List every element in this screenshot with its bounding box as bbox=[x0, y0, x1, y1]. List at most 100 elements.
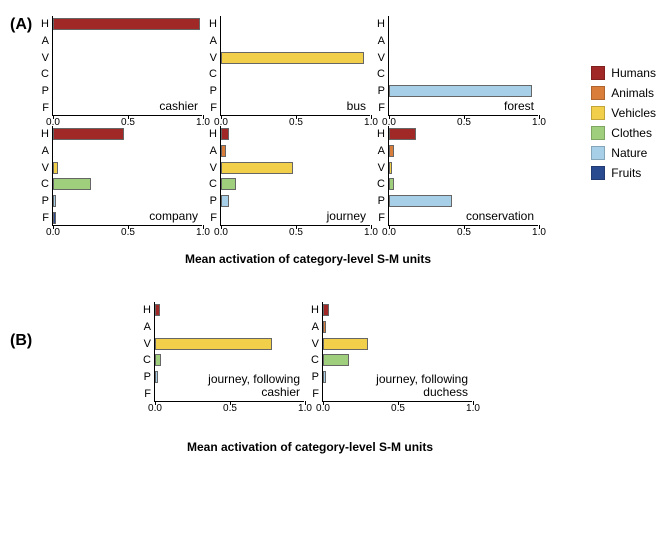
legend-label: Humans bbox=[611, 66, 656, 80]
legend-swatch bbox=[591, 106, 605, 120]
category-row: P bbox=[389, 84, 538, 98]
category-row: A bbox=[221, 34, 370, 48]
section-a: HAVCPFcashier0.00.51.0HAVCPFbus0.00.51.0… bbox=[38, 16, 578, 266]
bar bbox=[323, 304, 329, 316]
category-row: H bbox=[221, 17, 370, 31]
category-row: V bbox=[155, 337, 304, 351]
category-row: C bbox=[389, 67, 538, 81]
category-row: V bbox=[389, 51, 538, 65]
y-tick-label: C bbox=[41, 177, 53, 191]
legend-label: Nature bbox=[611, 146, 647, 160]
bar bbox=[155, 354, 161, 366]
y-tick-label: C bbox=[377, 177, 389, 191]
category-row: C bbox=[221, 67, 370, 81]
category-row: A bbox=[155, 320, 304, 334]
y-tick-label: A bbox=[378, 34, 389, 48]
category-row: C bbox=[53, 67, 202, 81]
grid-a: HAVCPFcashier0.00.51.0HAVCPFbus0.00.51.0… bbox=[38, 16, 578, 226]
category-row: P bbox=[221, 194, 370, 208]
bar bbox=[221, 145, 226, 157]
category-row: V bbox=[221, 51, 370, 65]
chart: HAVCPFjourney0.00.51.0 bbox=[206, 126, 356, 226]
legend-item: Humans bbox=[591, 66, 656, 80]
x-tick-label: 1.0 bbox=[466, 401, 480, 414]
chart: HAVCPFforest0.00.51.0 bbox=[374, 16, 524, 116]
chart-title: conservation bbox=[466, 210, 534, 223]
bar bbox=[323, 338, 368, 350]
y-tick-label: C bbox=[143, 353, 155, 367]
chart: HAVCPFcashier0.00.51.0 bbox=[38, 16, 188, 116]
plot-area: HAVCPFjourney0.00.51.0 bbox=[220, 126, 370, 226]
bar bbox=[155, 371, 158, 383]
bar bbox=[389, 145, 394, 157]
y-tick-label: F bbox=[210, 101, 221, 115]
legend-item: Nature bbox=[591, 146, 656, 160]
chart-title: cashier bbox=[159, 100, 198, 113]
y-tick-label: C bbox=[311, 353, 323, 367]
category-row: C bbox=[389, 177, 538, 191]
plot-area: HAVCPFjourney, followingcashier0.00.51.0 bbox=[154, 302, 304, 402]
category-row: A bbox=[53, 144, 202, 158]
bar bbox=[323, 321, 326, 333]
bar bbox=[53, 18, 200, 30]
legend-swatch bbox=[591, 126, 605, 140]
legend-swatch bbox=[591, 66, 605, 80]
y-tick-label: C bbox=[209, 177, 221, 191]
bar bbox=[53, 212, 56, 224]
y-tick-label: A bbox=[210, 34, 221, 48]
chart: HAVCPFjourney, followingcashier0.00.51.0 bbox=[140, 302, 290, 402]
x-tick-label: 0.5 bbox=[289, 225, 303, 238]
category-row: A bbox=[389, 144, 538, 158]
bar bbox=[53, 178, 91, 190]
y-tick-label: F bbox=[42, 211, 53, 225]
y-tick-label: H bbox=[41, 127, 53, 141]
category-row: H bbox=[389, 17, 538, 31]
legend-label: Clothes bbox=[611, 126, 652, 140]
y-tick-label: A bbox=[312, 320, 323, 334]
x-tick-label: 0.0 bbox=[316, 401, 330, 414]
figure-root: (A) HAVCPFcashier0.00.51.0HAVCPFbus0.00.… bbox=[10, 16, 656, 454]
category-row: H bbox=[323, 303, 472, 317]
plot-area: HAVCPFbus0.00.51.0 bbox=[220, 16, 370, 116]
category-row: P bbox=[389, 194, 538, 208]
category-row: V bbox=[323, 337, 472, 351]
y-tick-label: H bbox=[377, 127, 389, 141]
bar bbox=[53, 128, 124, 140]
y-tick-label: P bbox=[210, 194, 221, 208]
x-tick-label: 0.5 bbox=[121, 225, 135, 238]
panel-label-b: (B) bbox=[10, 332, 32, 350]
x-tick-label: 0.0 bbox=[382, 225, 396, 238]
chart-title: journey, followingcashier bbox=[208, 373, 300, 399]
grid-b: HAVCPFjourney, followingcashier0.00.51.0… bbox=[140, 302, 480, 402]
chart: HAVCPFconservation0.00.51.0 bbox=[374, 126, 524, 226]
bar bbox=[155, 304, 160, 316]
y-tick-label: H bbox=[311, 303, 323, 317]
plot-area: HAVCPFcompany0.00.51.0 bbox=[52, 126, 202, 226]
x-tick-label: 1.0 bbox=[196, 225, 210, 238]
y-tick-label: P bbox=[312, 370, 323, 384]
y-tick-label: C bbox=[41, 67, 53, 81]
category-row: A bbox=[53, 34, 202, 48]
y-tick-label: F bbox=[378, 211, 389, 225]
legend-item: Vehicles bbox=[591, 106, 656, 120]
y-tick-label: H bbox=[209, 127, 221, 141]
y-tick-label: V bbox=[42, 51, 53, 65]
bar bbox=[221, 195, 229, 207]
x-tick-label: 0.5 bbox=[457, 225, 471, 238]
category-row: P bbox=[221, 84, 370, 98]
bar bbox=[389, 162, 392, 174]
legend-label: Animals bbox=[611, 86, 654, 100]
bar bbox=[53, 162, 58, 174]
y-tick-label: P bbox=[378, 84, 389, 98]
plot-area: HAVCPFcashier0.00.51.0 bbox=[52, 16, 202, 116]
category-row: P bbox=[53, 84, 202, 98]
chart-title: journey bbox=[327, 210, 366, 223]
bar bbox=[323, 371, 326, 383]
y-tick-label: A bbox=[42, 34, 53, 48]
y-tick-label: F bbox=[42, 101, 53, 115]
panel-label-a: (A) bbox=[10, 16, 32, 34]
plot-area: HAVCPFconservation0.00.51.0 bbox=[388, 126, 538, 226]
chart: HAVCPFbus0.00.51.0 bbox=[206, 16, 356, 116]
category-row: C bbox=[155, 353, 304, 367]
category-row: C bbox=[221, 177, 370, 191]
